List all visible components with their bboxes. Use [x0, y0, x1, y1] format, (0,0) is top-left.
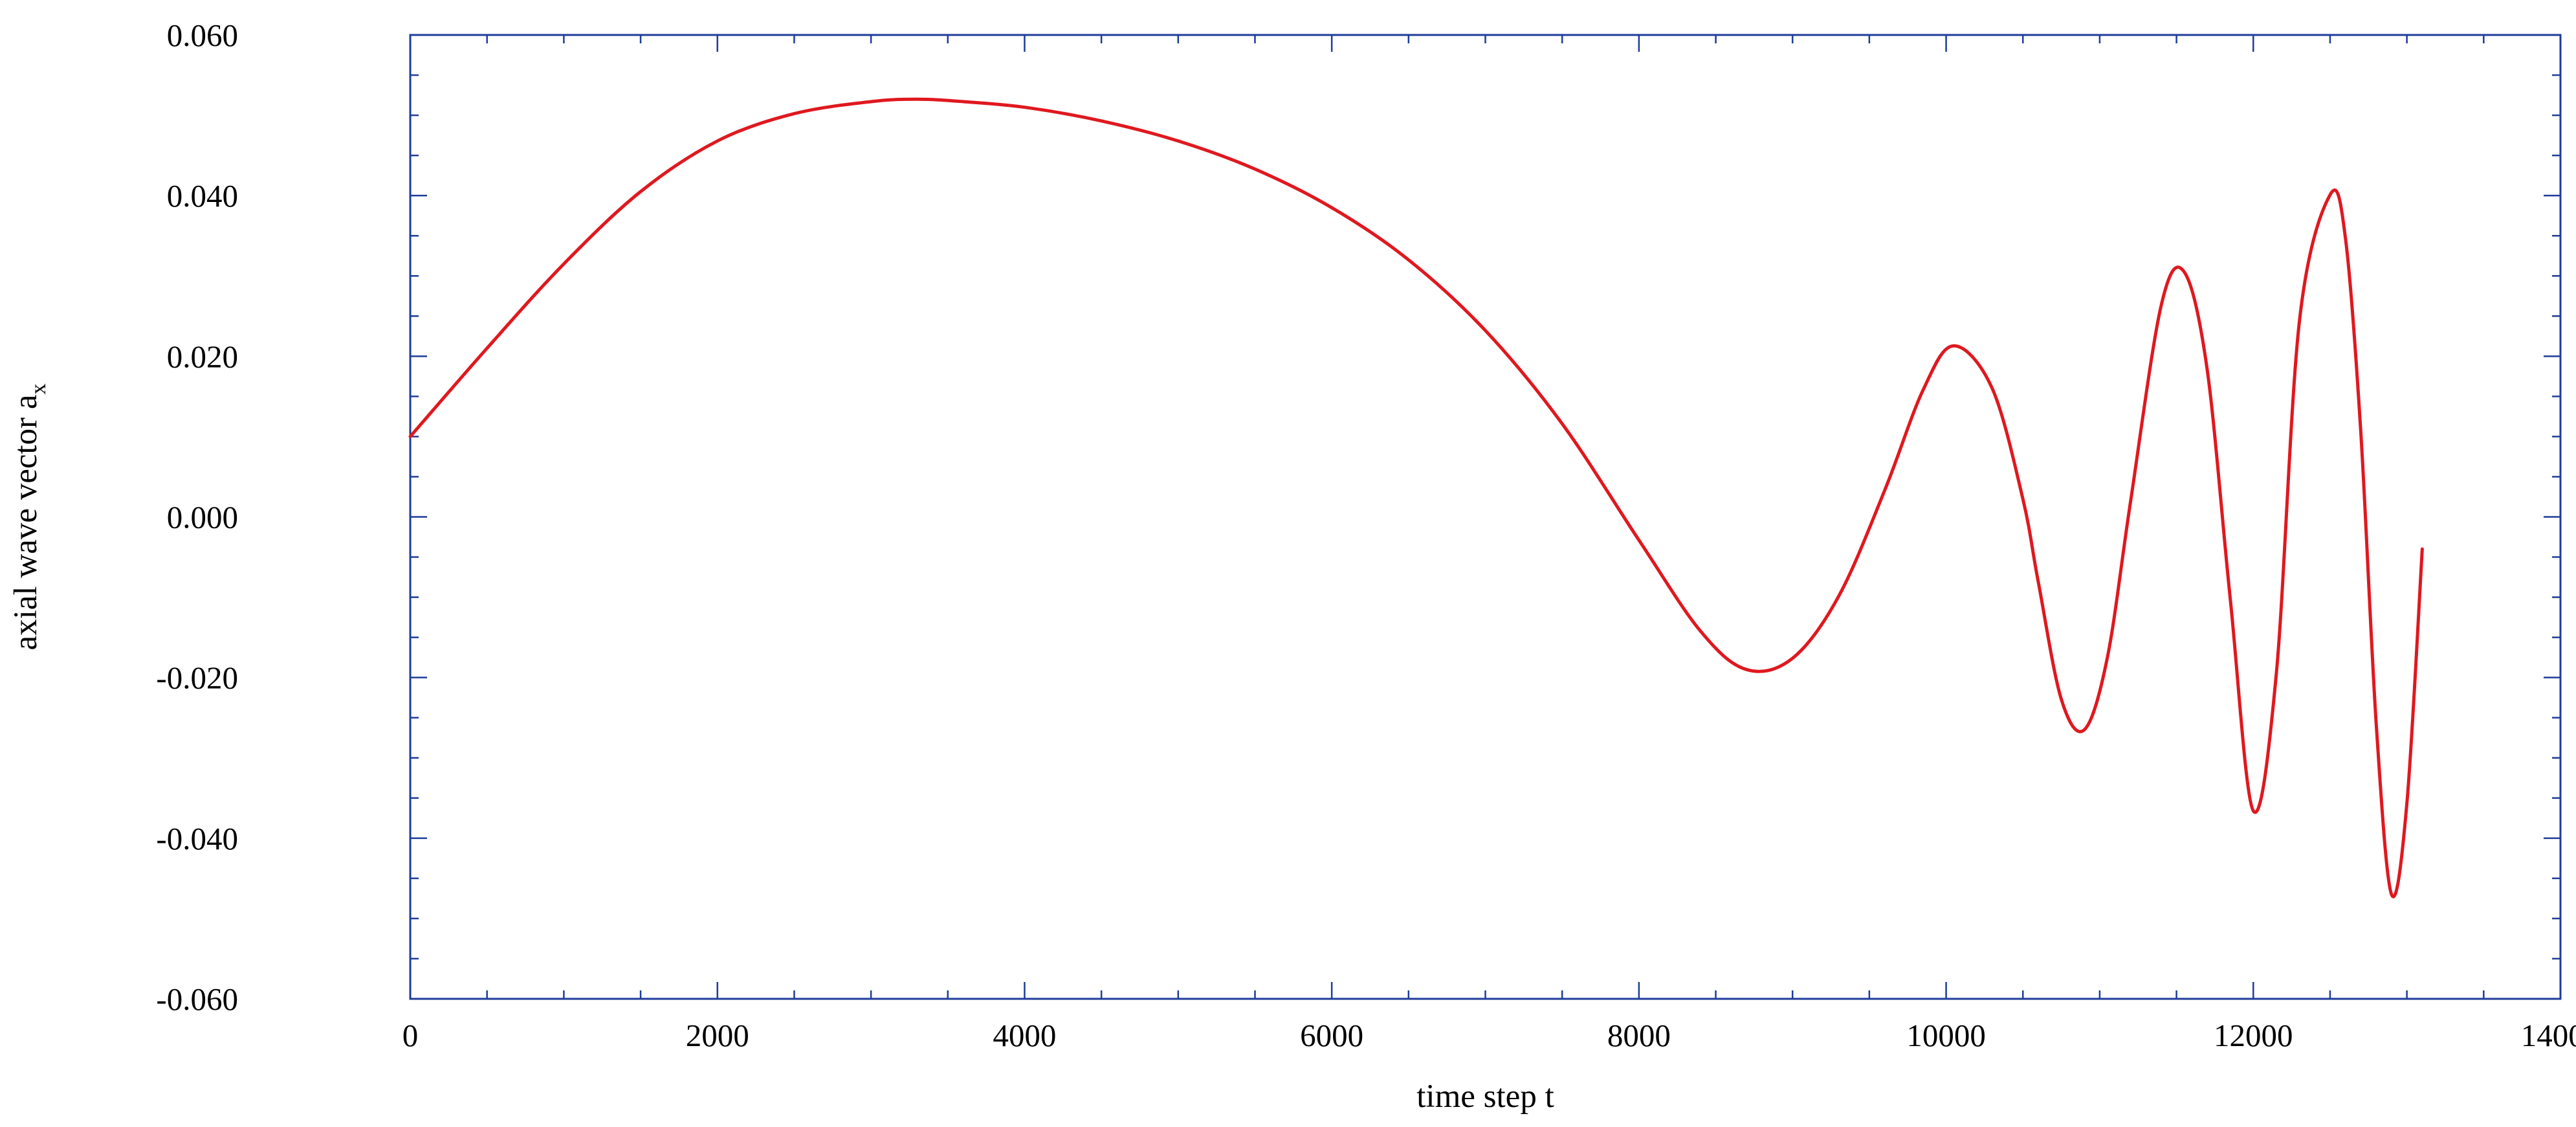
x-tick-label: 10000 [1906, 1018, 1986, 1053]
y-tick-label: -0.060 [156, 981, 238, 1017]
x-axis-title: time step t [1416, 1078, 1554, 1115]
x-tick-label: 4000 [993, 1018, 1056, 1053]
y-tick-label: -0.020 [156, 660, 238, 696]
tick-labels: 0 2000 4000 6000 8000 10000 12000 14000 0.060 0.0… [156, 17, 2576, 1053]
y-tick-label: 0.000 [167, 500, 238, 535]
x-tick-label: 12000 [2214, 1018, 2293, 1053]
plot-frame [409, 34, 2562, 1000]
x-tick-label: 6000 [1300, 1018, 1363, 1053]
series-line [408, 97, 2424, 898]
y-tick-label: 0.020 [167, 339, 238, 374]
x-tick-label: 0 [402, 1018, 419, 1053]
x-tick-label: 14000 [2521, 1018, 2576, 1053]
y-axis-title-main: axial wave vector a [8, 394, 44, 650]
y-tick-label: 0.060 [167, 17, 238, 53]
y-axis-title: axial wave vector ax [8, 383, 50, 650]
series-layer [408, 97, 2424, 898]
y-tick-label: 0.040 [167, 178, 238, 214]
x-tick-label: 2000 [686, 1018, 749, 1053]
y-tick-label: -0.040 [156, 821, 238, 856]
x-tick-label: 8000 [1607, 1018, 1671, 1053]
axis-ticks [409, 34, 2562, 1000]
y-axis-title-subscript: x [27, 383, 50, 394]
